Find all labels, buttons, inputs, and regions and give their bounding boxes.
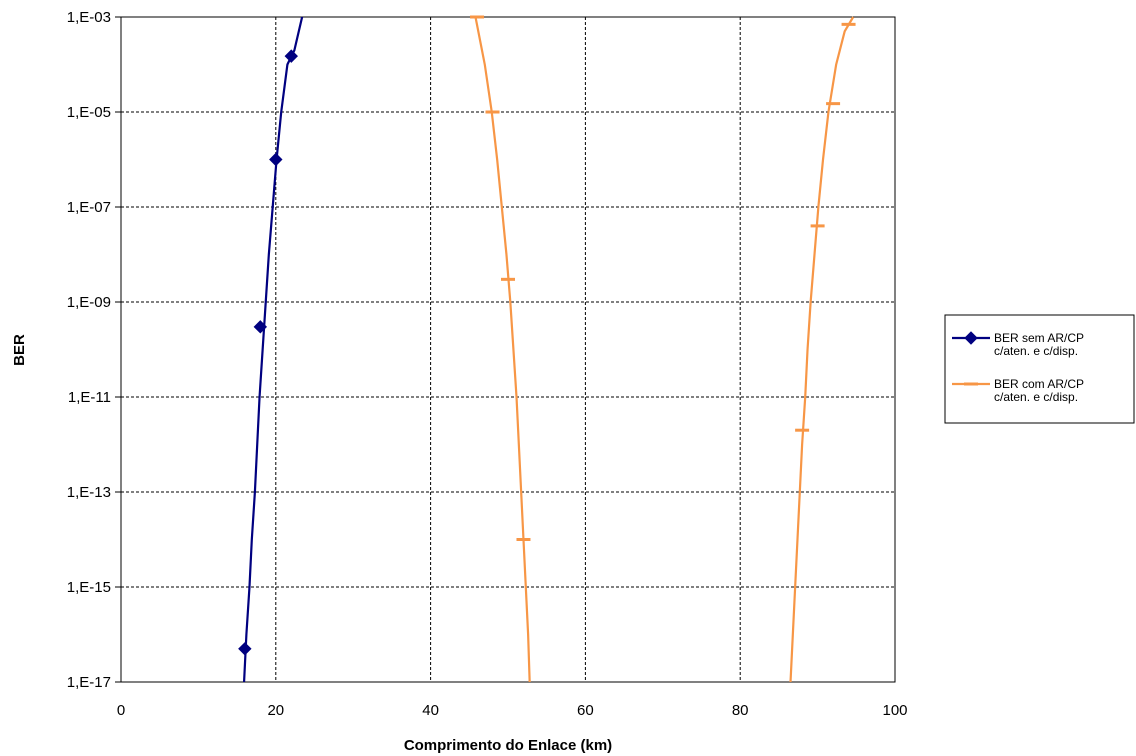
axes: 0 20 40 60 80 100 1,E-03 1,E-05 1,E-07 1,E-09 1,E-… xyxy=(67,9,908,719)
legend-items: BER sem AR/CPc/aten. e c/disp.BER com AR… xyxy=(952,331,1084,404)
data-point xyxy=(253,320,268,334)
y-axis-title: BER xyxy=(11,334,28,366)
y-tick-label: 1,E-17 xyxy=(67,674,111,691)
series-1 xyxy=(238,16,304,682)
series-line xyxy=(789,16,855,682)
y-tick-label: 1,E-03 xyxy=(67,9,111,26)
legend: BER sem AR/CPc/aten. e c/disp.BER com AR… xyxy=(944,314,1135,424)
x-tick-label: 80 xyxy=(732,702,749,719)
y-tick-label: 1,E-11 xyxy=(68,389,111,406)
grid-lines xyxy=(121,17,895,682)
x-tick-label: 100 xyxy=(882,702,907,719)
x-tick-label: 60 xyxy=(577,702,594,719)
legend-label: BER com AR/CP xyxy=(994,377,1084,391)
x-tick-label: 0 xyxy=(117,702,125,719)
y-tick-label: 1,E-15 xyxy=(67,579,111,596)
y-tick-label: 1,E-13 xyxy=(67,484,111,501)
plot-area xyxy=(120,16,896,683)
legend-label: c/aten. e c/disp. xyxy=(994,344,1078,358)
legend-box xyxy=(944,314,1135,424)
y-tick-label: 1,E-09 xyxy=(67,294,111,311)
series-line xyxy=(474,16,531,682)
legend-label: BER sem AR/CP xyxy=(994,331,1084,345)
legend-label: c/aten. e c/disp. xyxy=(994,390,1078,404)
data-point xyxy=(238,642,252,656)
y-tick-label: 1,E-05 xyxy=(67,104,111,121)
series-2 xyxy=(470,15,856,682)
y-tick-label: 1,E-07 xyxy=(67,199,111,216)
x-tick-label: 20 xyxy=(267,702,284,719)
data-point xyxy=(284,49,298,63)
x-axis-title: Comprimento do Enlace (km) xyxy=(404,737,612,754)
data-point xyxy=(269,152,283,167)
x-tick-label: 40 xyxy=(422,702,439,719)
series-layer xyxy=(238,15,856,682)
legend-marker xyxy=(964,331,978,345)
